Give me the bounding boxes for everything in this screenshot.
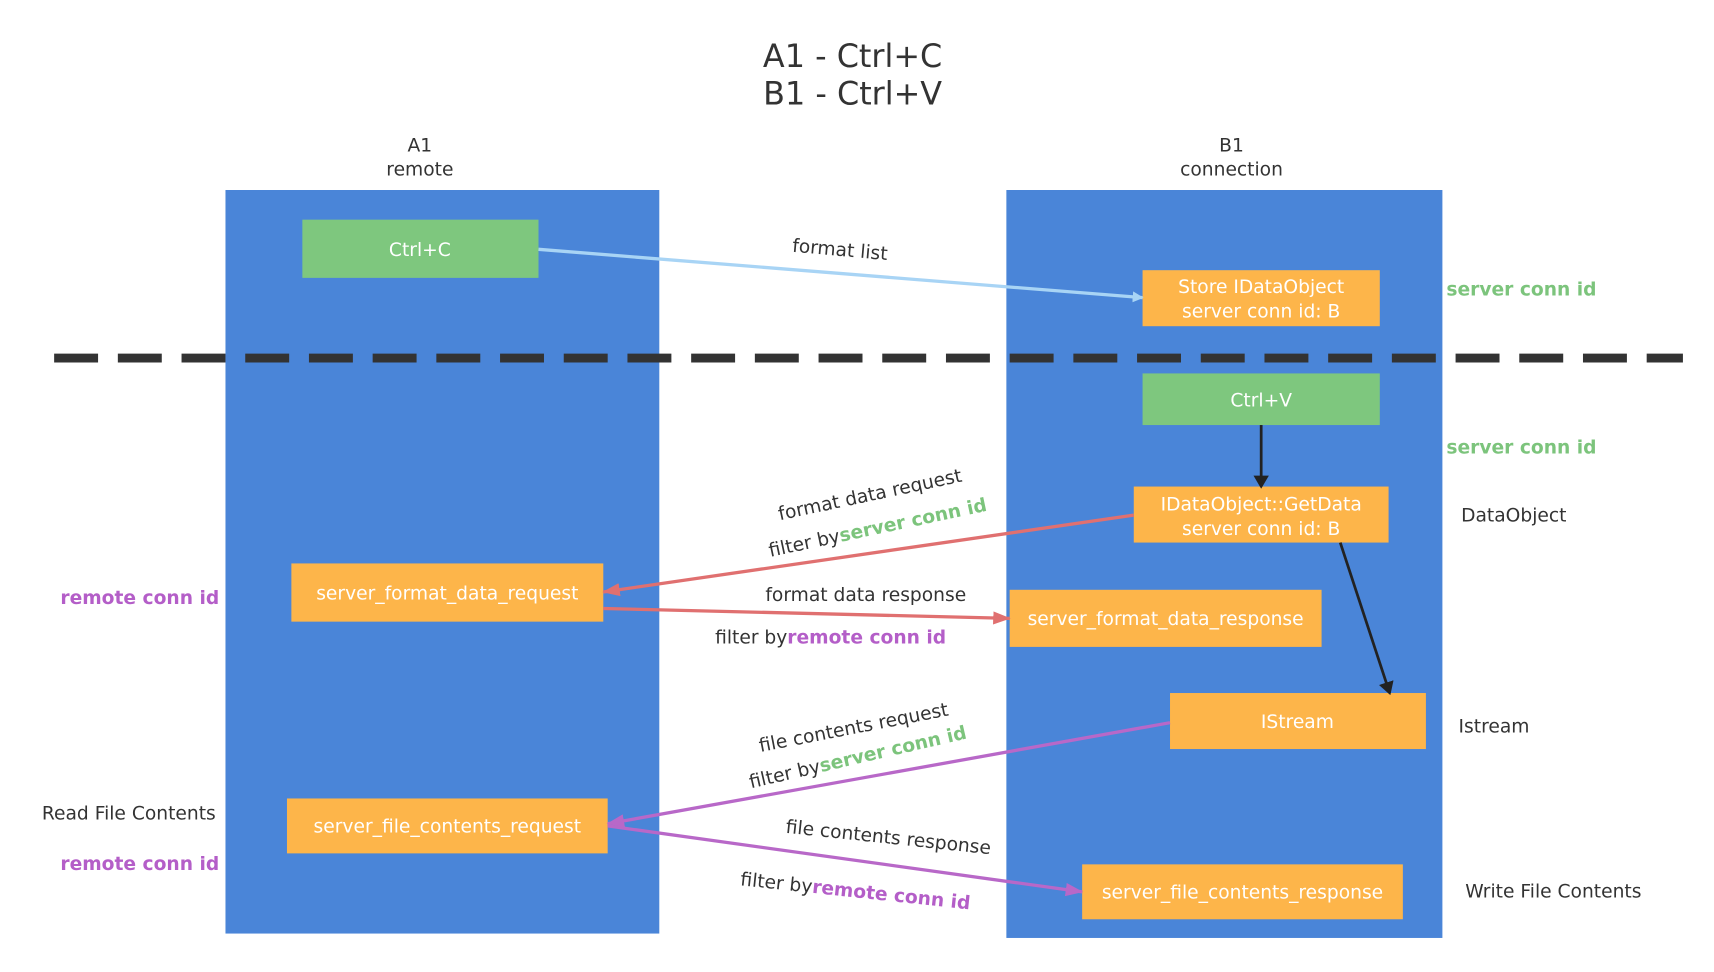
box-file-resp-label: server_file_contents_response [1102, 882, 1383, 903]
box-ctrl-c: Ctrl+C [302, 219, 539, 278]
label-filter-remote-conn-id-1: filter byremote conn id [715, 628, 946, 649]
box-store-line2: server conn id: B [1182, 301, 1340, 322]
side-server-conn-id-2: server conn id [1446, 438, 1596, 459]
side-read-file-contents: Read File Contents [42, 803, 216, 824]
filter-by-text: filter by [715, 628, 787, 649]
box-format-data-request: server_format_data_request [291, 563, 604, 622]
side-remote-conn-id-2: remote conn id [60, 854, 219, 875]
label-format-list: format list [791, 236, 888, 265]
arrow-getdata-to-istream [1338, 542, 1394, 696]
arrow-format-data-request [602, 513, 1135, 597]
side-server-conn-id-1: server conn id [1446, 279, 1596, 300]
box-format-resp-label: server_format_data_response [1028, 609, 1304, 630]
arrow-file-contents-response [607, 824, 1084, 897]
box-getdata-line1: IDataObject::GetData [1161, 495, 1362, 516]
lane-a-name: A1 [408, 136, 433, 157]
label-filter-remote-conn-id-2: filter byremote conn id [739, 869, 971, 914]
title-line-2: B1 - Ctrl+V [763, 74, 942, 112]
box-store-idataobject: Store IDataObject server conn id: B [1142, 270, 1380, 327]
side-data-object: DataObject [1461, 506, 1566, 527]
lane-a-role: remote [386, 160, 453, 181]
arrow-format-list [538, 247, 1144, 303]
lane-b-name: B1 [1219, 136, 1244, 157]
filter-by-text: filter by [767, 526, 842, 562]
remote-conn-id-text: remote conn id [811, 877, 971, 914]
remote-conn-id-text: remote conn id [787, 628, 946, 649]
arrow-format-data-response [603, 606, 1011, 625]
box-ctrl-v-label: Ctrl+V [1230, 390, 1292, 411]
box-store-line1: Store IDataObject [1178, 277, 1344, 298]
lane-b-role: connection [1180, 160, 1283, 181]
filter-by-text: filter by [739, 869, 813, 897]
arrow-file-contents-request [606, 721, 1171, 828]
box-file-contents-response: server_file_contents_response [1082, 864, 1403, 920]
box-ctrl-v: Ctrl+V [1142, 373, 1380, 426]
box-istream: IStream [1170, 693, 1426, 750]
label-format-data-response: format data response [765, 585, 966, 606]
box-istream-label: IStream [1261, 712, 1334, 733]
box-ctrl-c-label: Ctrl+C [389, 240, 451, 261]
box-format-data-response: server_format_data_response [1009, 589, 1322, 647]
box-getdata-line2: server conn id: B [1182, 519, 1340, 540]
box-file-contents-request: server_file_contents_request [286, 798, 608, 854]
box-file-req-label: server_file_contents_request [314, 817, 582, 838]
box-getdata: IDataObject::GetData server conn id: B [1133, 486, 1389, 543]
label-file-contents-response: file contents response [785, 817, 992, 859]
side-istream: Istream [1459, 717, 1530, 738]
box-format-req-label: server_format_data_request [316, 584, 578, 605]
title-line-1: A1 - Ctrl+C [763, 37, 942, 75]
side-remote-conn-id-1: remote conn id [60, 588, 219, 609]
side-write-file-contents: Write File Contents [1465, 881, 1641, 902]
